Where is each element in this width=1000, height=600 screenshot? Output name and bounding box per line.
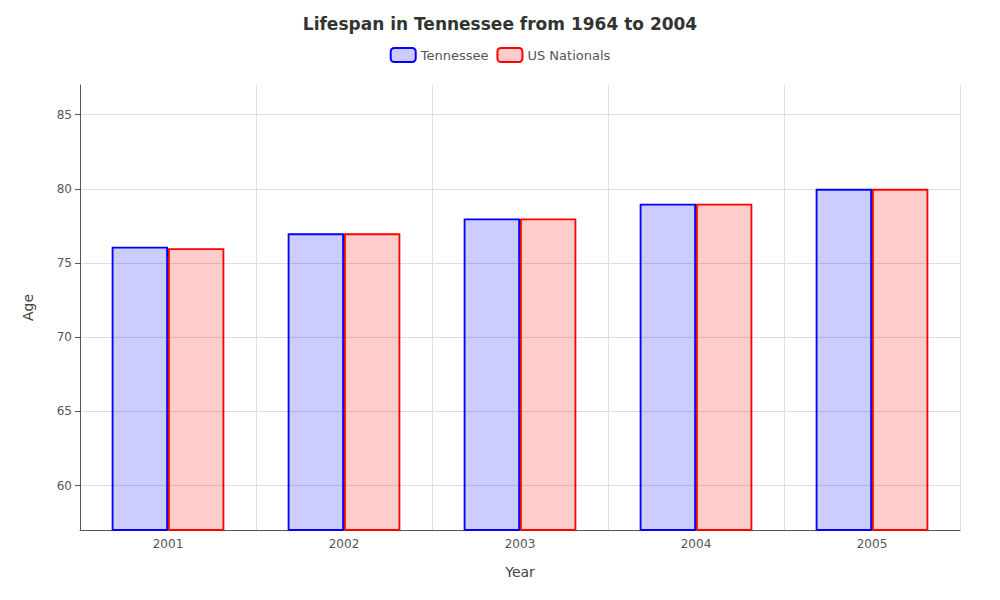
svg-text:80: 80	[57, 182, 72, 196]
svg-text:Tennessee: Tennessee	[420, 48, 489, 63]
svg-text:75: 75	[57, 256, 72, 270]
svg-text:2001: 2001	[153, 537, 184, 551]
svg-text:2003: 2003	[505, 537, 536, 551]
svg-text:Lifespan in Tennessee from 196: Lifespan in Tennessee from 1964 to 2004	[303, 14, 698, 34]
svg-text:US Nationals: US Nationals	[527, 48, 610, 63]
svg-text:70: 70	[57, 330, 72, 344]
svg-text:Year: Year	[504, 564, 535, 580]
svg-text:2002: 2002	[329, 537, 360, 551]
svg-text:65: 65	[57, 404, 72, 418]
svg-text:2005: 2005	[857, 537, 888, 551]
svg-text:Age: Age	[20, 294, 36, 321]
svg-text:60: 60	[57, 479, 72, 493]
svg-text:2004: 2004	[681, 537, 712, 551]
svg-text:85: 85	[57, 108, 72, 122]
